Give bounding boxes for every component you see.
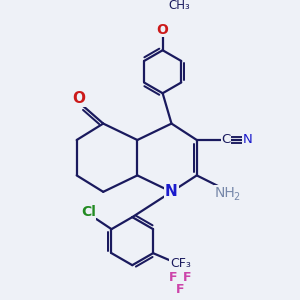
Text: O: O <box>72 91 85 106</box>
Text: F: F <box>169 271 178 284</box>
Text: F: F <box>176 283 185 296</box>
Text: N: N <box>165 184 178 199</box>
Text: Cl: Cl <box>81 205 96 219</box>
Text: CF₃: CF₃ <box>170 257 191 270</box>
Text: 2: 2 <box>233 192 240 203</box>
Text: C: C <box>221 133 230 146</box>
Text: O: O <box>157 22 169 37</box>
Text: NH: NH <box>214 186 235 200</box>
Text: F: F <box>183 271 192 284</box>
Text: N: N <box>243 133 253 146</box>
Text: CH₃: CH₃ <box>168 0 190 13</box>
